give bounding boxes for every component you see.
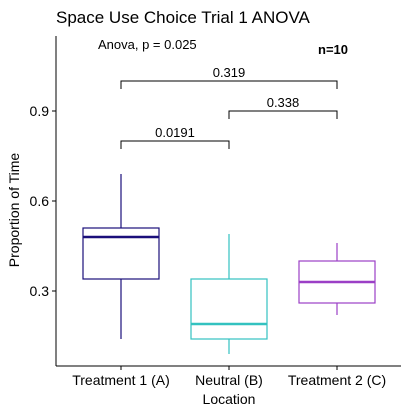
comparison-brackets: 0.0191 0.338 0.319 [120,65,338,149]
bracket-line [120,80,338,89]
box-1 [82,174,160,339]
p-value-label: 0.338 [267,95,300,110]
x-axis-title: Location [203,391,256,407]
box-2 [190,234,268,354]
boxes [82,174,376,354]
y-tick-label: 0.6 [30,193,50,209]
x-tick-label: Treatment 1 (A) [72,372,170,388]
x-tick-label: Neutral (B) [195,372,263,388]
box-3 [298,243,376,315]
axes: 0.3 0.6 0.9 Treatment 1 (A) Neutral (B) Treat… [30,36,401,388]
bracket-line [120,140,230,149]
y-axis-title: Proportion of Time [6,153,22,268]
y-tick-label: 0.9 [30,103,50,119]
anova-annotation: Anova, p = 0.025 [98,37,197,52]
chart-title: Space Use Choice Trial 1 ANOVA [56,8,311,27]
comparison-bracket: 0.319 [120,65,338,89]
box-rect [190,278,268,340]
comparison-bracket: 0.0191 [120,125,230,149]
y-tick-label: 0.3 [30,283,50,299]
p-value-label: 0.319 [213,65,246,80]
bracket-line [228,110,338,119]
comparison-bracket: 0.338 [228,95,338,119]
p-value-label: 0.0191 [155,125,195,140]
sample-size-annotation: n=10 [318,42,348,57]
box-rect [82,227,160,280]
x-tick-label: Treatment 2 (C) [288,372,386,388]
